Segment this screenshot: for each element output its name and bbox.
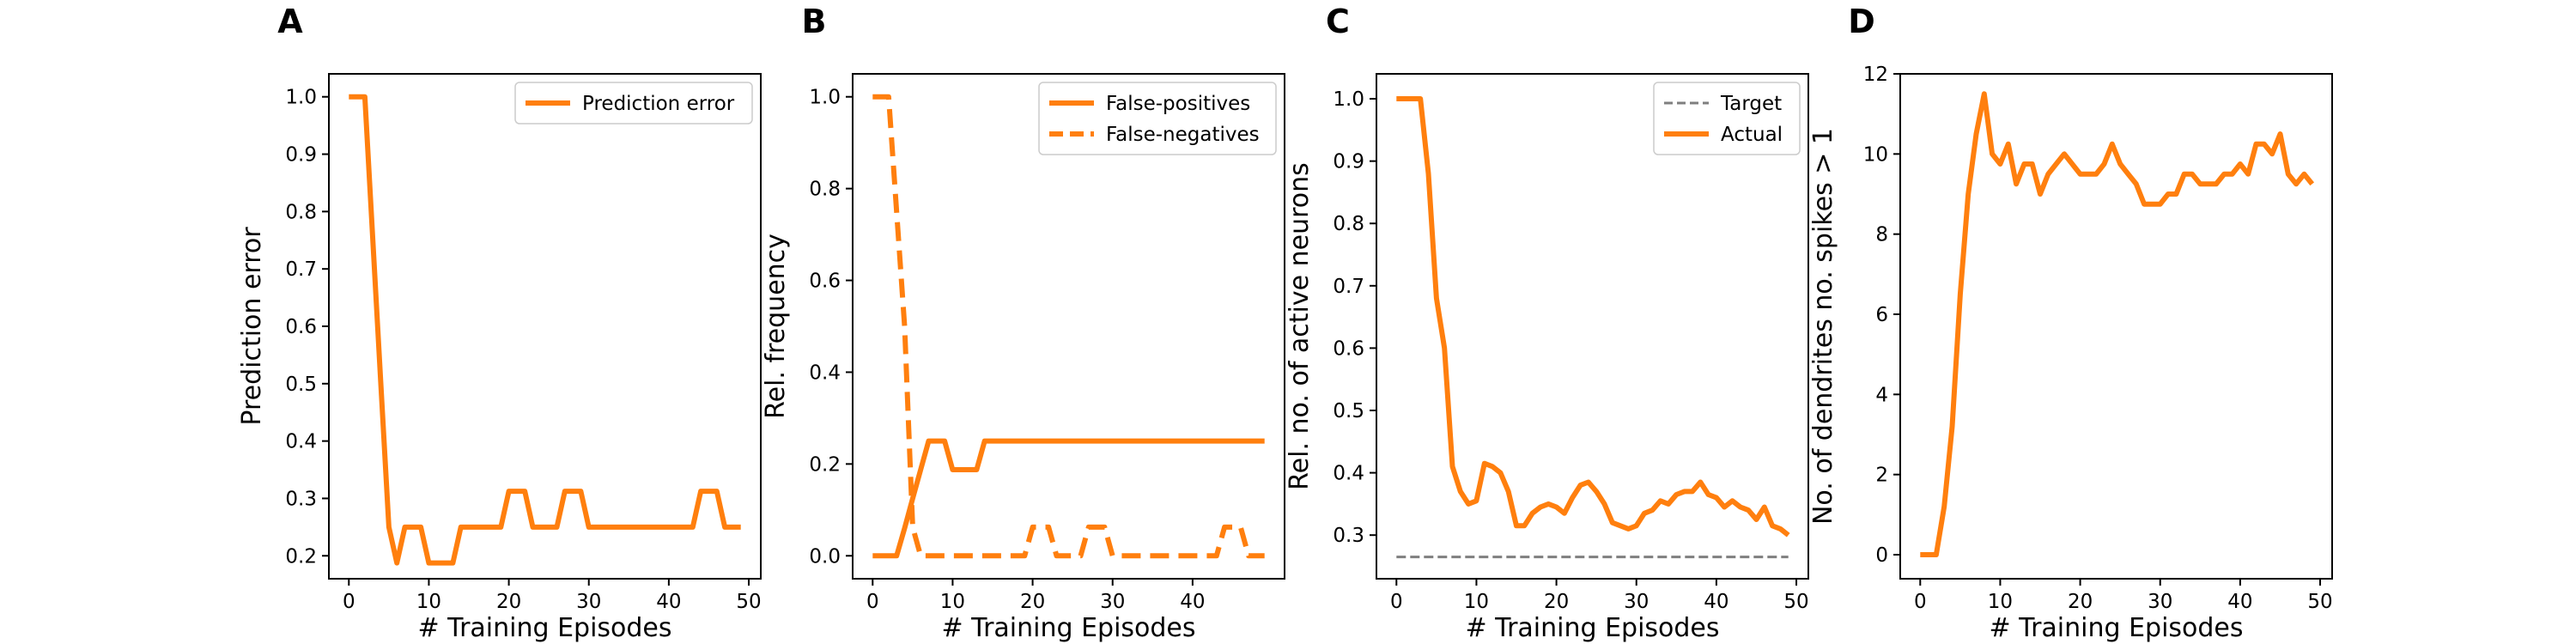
series-line-prediction-error bbox=[349, 94, 741, 566]
x-tick-label: 20 bbox=[1020, 591, 1045, 613]
legend-label: Target bbox=[1720, 93, 1782, 115]
y-tick-label: 0.7 bbox=[285, 258, 317, 281]
panel-letter: D bbox=[1848, 3, 1875, 40]
y-axis-label: Prediction error bbox=[237, 227, 267, 426]
series-line-false-negatives bbox=[872, 94, 1265, 559]
x-tick-label: 0 bbox=[343, 591, 355, 613]
y-tick-label: 0.8 bbox=[1333, 213, 1364, 235]
y-tick-label: 0.7 bbox=[1333, 276, 1364, 298]
x-tick-label: 0 bbox=[866, 591, 879, 613]
x-tick-label: 20 bbox=[1544, 591, 1569, 613]
x-tick-label: 50 bbox=[736, 591, 761, 613]
y-tick-label: 0.4 bbox=[285, 431, 317, 453]
y-tick-label: 6 bbox=[1875, 304, 1888, 326]
x-tick-label: 40 bbox=[1180, 591, 1205, 613]
chart-panel-a: A 0 10 20 30 40 50 0.2 0.3 0.4 0.5 0.6 0.7 0.8 0.9 1.0 #… bbox=[237, 3, 762, 643]
legend-label: Prediction error bbox=[582, 93, 735, 115]
chart-panel-c: C 0 10 20 30 40 50 0.3 0.4 0.5 0.6 0.7 0.8 0.9 1.0 # Tr… bbox=[1285, 3, 1809, 643]
x-tick-label: 10 bbox=[940, 591, 965, 613]
legend: False-positives False-negatives bbox=[1038, 82, 1277, 155]
y-tick-label: 0.3 bbox=[1333, 525, 1364, 547]
x-tick-label: 40 bbox=[1704, 591, 1728, 613]
legend-box bbox=[1038, 82, 1277, 155]
y-tick-label: 0 bbox=[1875, 544, 1888, 567]
y-tick-label: 8 bbox=[1875, 224, 1888, 246]
legend-label: False-positives bbox=[1106, 93, 1250, 115]
x-axis-label: # Training Episodes bbox=[941, 613, 1195, 643]
x-tick-label: 30 bbox=[1100, 591, 1125, 613]
y-tick-label: 0.9 bbox=[1333, 151, 1364, 173]
y-tick-label: 0.5 bbox=[285, 374, 317, 396]
x-tick-label: 20 bbox=[496, 591, 521, 613]
x-tick-label: 30 bbox=[2148, 591, 2172, 613]
x-tick-label: 50 bbox=[1783, 591, 1808, 613]
series-line-actual bbox=[1396, 96, 1790, 538]
x-axis-label: # Training Episodes bbox=[417, 613, 671, 643]
legend: Target Actual bbox=[1653, 82, 1801, 155]
axes-frame bbox=[1899, 73, 2333, 580]
panel-letter: C bbox=[1326, 3, 1350, 40]
x-axis-label: # Training Episodes bbox=[1989, 613, 2243, 643]
y-tick-label: 0.8 bbox=[809, 179, 841, 201]
x-tick-label: 10 bbox=[416, 591, 441, 613]
x-tick-label: 20 bbox=[2068, 591, 2093, 613]
series-line-false-positives bbox=[872, 438, 1265, 559]
x-tick-label: 0 bbox=[1390, 591, 1403, 613]
y-tick-label: 12 bbox=[1863, 64, 1888, 86]
panel-letter: B bbox=[802, 3, 827, 40]
y-tick-label: 10 bbox=[1863, 143, 1888, 166]
y-tick-label: 0.4 bbox=[1333, 463, 1364, 485]
x-tick-label: 40 bbox=[2227, 591, 2252, 613]
y-tick-label: 2 bbox=[1875, 465, 1888, 487]
x-tick-label: 30 bbox=[1624, 591, 1649, 613]
y-tick-label: 4 bbox=[1875, 384, 1888, 406]
y-tick-label: 0.9 bbox=[285, 144, 317, 167]
legend-label: False-negatives bbox=[1106, 124, 1260, 146]
y-axis-label: No. of dendrites no. spikes > 1 bbox=[1808, 128, 1838, 525]
y-tick-label: 0.4 bbox=[809, 361, 841, 384]
x-tick-label: 40 bbox=[656, 591, 681, 613]
y-tick-label: 0.2 bbox=[809, 453, 841, 476]
x-tick-label: 10 bbox=[1988, 591, 2013, 613]
legend-label: Actual bbox=[1721, 124, 1783, 146]
chart-panel-d: D 0 10 20 30 40 50 0 2 4 6 8 10 12 # Training Episodes… bbox=[1808, 3, 2333, 643]
y-tick-label: 0.6 bbox=[809, 270, 841, 293]
legend: Prediction error bbox=[514, 82, 753, 125]
y-tick-label: 0.0 bbox=[809, 545, 841, 568]
series-line-main bbox=[1920, 91, 2315, 557]
x-axis-label: # Training Episodes bbox=[1465, 613, 1719, 643]
y-tick-label: 0.5 bbox=[1333, 400, 1364, 422]
y-tick-label: 0.8 bbox=[285, 201, 317, 223]
y-tick-label: 0.2 bbox=[285, 545, 317, 568]
y-tick-label: 0.3 bbox=[285, 488, 317, 510]
axes-frame bbox=[852, 73, 1285, 580]
axes-frame bbox=[1376, 73, 1809, 580]
y-axis-label: Rel. no. of active neurons bbox=[1285, 162, 1315, 490]
x-tick-label: 50 bbox=[2307, 591, 2332, 613]
legend-box bbox=[514, 82, 753, 125]
x-tick-label: 30 bbox=[576, 591, 601, 613]
chart-panel-b: B 0 10 20 30 40 0.0 0.2 0.4 0.6 0.8 1.0 # Training E… bbox=[761, 3, 1285, 643]
y-tick-label: 1.0 bbox=[285, 87, 317, 109]
y-axis-label: Rel. frequency bbox=[761, 234, 791, 419]
y-tick-label: 0.6 bbox=[1333, 337, 1364, 360]
y-tick-label: 1.0 bbox=[1333, 88, 1364, 111]
x-tick-label: 0 bbox=[1914, 591, 1927, 613]
y-tick-label: 0.6 bbox=[285, 316, 317, 338]
y-tick-label: 1.0 bbox=[809, 87, 841, 109]
x-tick-label: 10 bbox=[1464, 591, 1489, 613]
panel-letter: A bbox=[277, 3, 303, 40]
